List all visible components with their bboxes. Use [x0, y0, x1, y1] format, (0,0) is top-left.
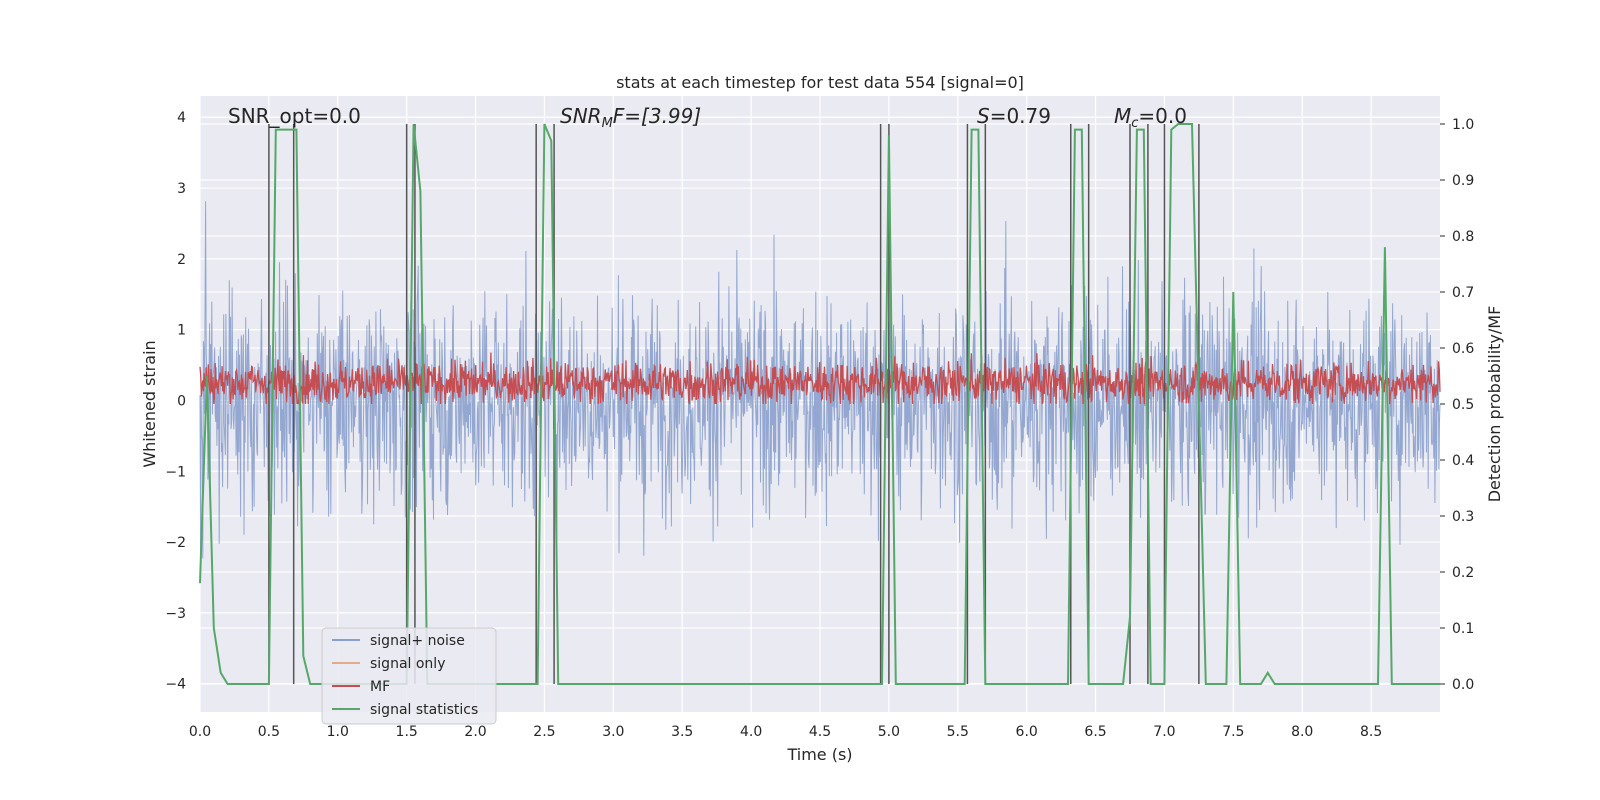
x-tick-label-2: 1.0: [327, 724, 349, 740]
y2-axis-label: Detection probability/MF: [1485, 306, 1504, 503]
y2-tick-label-9: 0.1: [1452, 621, 1474, 637]
y-tick-label-8: −4: [165, 677, 186, 693]
x-tick-label-16: 8.0: [1291, 724, 1313, 740]
x-tick-label-0: 0.0: [189, 724, 211, 740]
y-axis-label: Whitened strain: [140, 340, 159, 467]
annotation-snr-mf-sub: M: [602, 116, 613, 131]
x-tick-label-10: 5.0: [878, 724, 900, 740]
annotation-mc-rest: =0.0: [1138, 104, 1187, 128]
y-tick-label-1: 3: [177, 181, 186, 197]
y-tick-label-6: −2: [165, 535, 186, 551]
legend-label-signal-only: signal only: [370, 656, 445, 672]
chart-title: stats at each timestep for test data 554…: [616, 73, 1024, 92]
y-tick-label-2: 2: [177, 252, 186, 268]
annotation-snr-mf-base: SNR: [560, 104, 602, 128]
vertical-markers: [268, 124, 1200, 684]
legend: signal+ noise signal only MF signal stat…: [321, 627, 497, 725]
x-tick-label-14: 7.0: [1153, 724, 1175, 740]
y2-axis-ticks: 1.0 0.9 0.8 0.7 0.6 0.5 0.4 0.3 0.2 0.1 0.0: [1440, 117, 1474, 693]
legend-frame: [321, 627, 497, 725]
annotation-snr-opt: SNR_opt=0.0: [228, 104, 361, 128]
annotation-s: S=0.79: [977, 104, 1051, 128]
x-axis-label: Time (s): [786, 745, 852, 764]
y2-tick-label-0: 1.0: [1452, 117, 1474, 133]
legend-label-mf: MF: [370, 679, 390, 695]
y2-tick-label-3: 0.7: [1452, 285, 1474, 301]
x-tick-label-4: 2.0: [464, 724, 486, 740]
signal-statistics-line: [199, 123, 1440, 685]
annotation-snr-mf-rest: F=[3.99]: [613, 104, 701, 128]
annotation-snr-mf: SNRMF=[3.99]: [560, 104, 701, 131]
x-tick-label-17: 8.5: [1360, 724, 1382, 740]
y-axis-ticks: 4 3 2 1 0 −1 −2 −3 −4: [165, 110, 186, 692]
x-tick-label-11: 5.5: [947, 724, 969, 740]
x-tick-label-12: 6.0: [1016, 724, 1038, 740]
x-tick-label-9: 4.5: [809, 724, 831, 740]
x-tick-label-3: 1.5: [396, 724, 418, 740]
y2-tick-label-2: 0.8: [1452, 229, 1474, 245]
y-tick-label-0: 4: [177, 110, 186, 126]
y-tick-label-5: −1: [165, 464, 186, 480]
y2-tick-label-6: 0.4: [1452, 453, 1474, 469]
x-tick-label-1: 0.5: [258, 724, 280, 740]
annotation-s-rest: =0.79: [990, 104, 1051, 128]
x-tick-label-8: 4.0: [740, 724, 762, 740]
annotation-mc-sub: c: [1131, 116, 1138, 131]
y2-tick-label-5: 0.5: [1452, 397, 1474, 413]
y-tick-label-4: 0: [177, 393, 186, 409]
x-tick-label-13: 6.5: [1084, 724, 1106, 740]
legend-label-signal-statistics: signal statistics: [370, 702, 478, 718]
x-tick-label-5: 2.5: [533, 724, 555, 740]
y-tick-label-3: 1: [177, 323, 186, 339]
y2-tick-label-10: 0.0: [1452, 677, 1474, 693]
x-tick-label-6: 3.0: [602, 724, 624, 740]
y2-tick-label-4: 0.6: [1452, 341, 1474, 357]
x-axis-ticks: 0.0 0.5 1.0 1.5 2.0 2.5 3.0 3.5 4.0 4.5 5.0 5.5 6.0 6…: [189, 724, 1382, 740]
legend-label-signal-noise: signal+ noise: [370, 633, 465, 649]
annotation-mc: Mc=0.0: [1114, 104, 1187, 131]
series-signal-statistics: [199, 123, 1440, 685]
y2-tick-label-1: 0.9: [1452, 173, 1474, 189]
y2-tick-label-7: 0.3: [1452, 509, 1474, 525]
x-tick-label-15: 7.5: [1222, 724, 1244, 740]
annotation-s-italic: S: [977, 104, 990, 128]
annotation-mc-base: M: [1114, 104, 1131, 128]
y-tick-label-7: −3: [165, 606, 186, 622]
x-tick-label-7: 3.5: [671, 724, 693, 740]
y2-tick-label-8: 0.2: [1452, 565, 1474, 581]
